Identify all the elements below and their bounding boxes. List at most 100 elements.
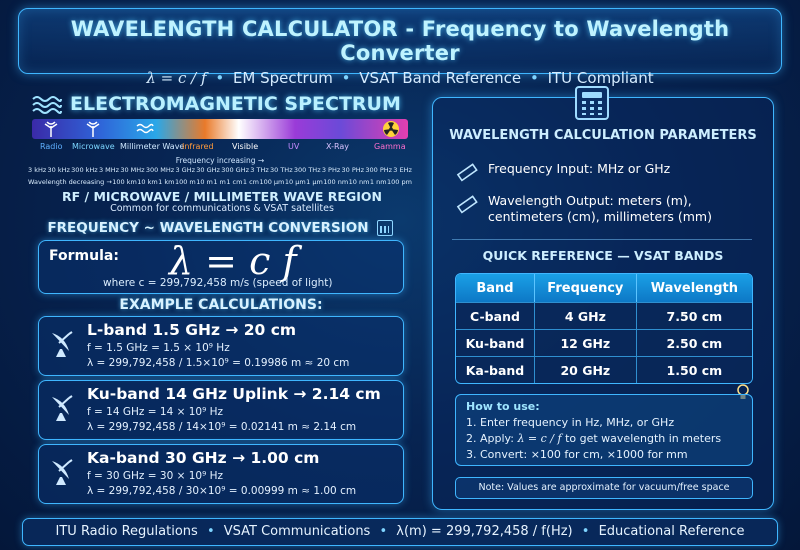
column-header-frequency: Frequency: [534, 274, 637, 302]
header-tag: ITU Compliant: [547, 69, 654, 87]
example-line: f = 1.5 GHz = 1.5 × 10⁹ Hz: [87, 342, 230, 354]
table-cell: 4 GHz: [534, 302, 637, 329]
region-subtitle: Common for communications & VSAT satelli…: [110, 203, 334, 214]
table-cell: 20 GHz: [534, 356, 637, 383]
frequency-tick: 3 GHz: [175, 166, 196, 174]
how-to-step-prefix: 2. Apply:: [466, 432, 518, 445]
example-heading: L-band 1.5 GHz → 20 cm: [87, 321, 297, 339]
table-header-row: Band Frequency Wavelength: [456, 274, 752, 302]
example-line: f = 30 GHz = 30 × 10⁹ Hz: [87, 470, 224, 482]
wavelength-tick: 1 μm: [306, 178, 323, 186]
table-row: Ku-band 12 GHz 2.50 cm: [456, 329, 752, 356]
frequency-tick: 300 PHz: [365, 166, 393, 174]
calculator-icon: [376, 220, 393, 236]
wavelength-caption: Wavelength decreasing →: [28, 178, 112, 186]
example-heading: Ka-band 30 GHz → 1.00 cm: [87, 449, 320, 467]
wavelength-tick: 100 μm: [259, 178, 285, 186]
satellite-dish-icon: [52, 395, 73, 421]
footer-item: Educational Reference: [598, 524, 745, 539]
frequency-tick: 300 GHz: [221, 166, 250, 174]
table-cell: 2.50 cm: [636, 329, 752, 356]
example-heading: Ku-band 14 GHz Uplink → 2.14 cm: [87, 385, 381, 403]
separator: •: [215, 69, 225, 87]
table-row: Ka-band 20 GHz 1.50 cm: [456, 356, 752, 383]
frequency-tick: 3 MHz: [98, 166, 120, 174]
ruler-icon: [456, 195, 478, 214]
separator: •: [206, 524, 215, 539]
quick-reference-title: QUICK REFERENCE — VSAT BANDS: [482, 248, 724, 263]
frequency-tick: 30 kHz: [47, 166, 70, 174]
formula-box: Formula: λ = c f where c = 299,792,458 m…: [38, 239, 404, 294]
band-label-infrared: Infrared: [182, 142, 214, 151]
header-banner: WAVELENGTH CALCULATOR - Frequency to Wav…: [18, 8, 782, 87]
note-box: Note: Values are approximate for vacuum/…: [455, 477, 753, 499]
frequency-tick: 300 THz: [293, 166, 321, 174]
wavelength-tick: 100 nm: [323, 178, 349, 186]
params-title: WAVELENGTH CALCULATION PARAMETERS: [449, 128, 757, 143]
wavelength-scale: Wavelength decreasing → 100 km 10 km 1 km 1…: [28, 178, 412, 186]
frequency-input-item: Frequency Input: MHz or GHz: [456, 161, 746, 183]
band-label-visible: Visible: [232, 142, 259, 151]
wavelength-tick: 100 pm: [387, 178, 412, 186]
footer-item: VSAT Communications: [223, 524, 371, 539]
wavelength-tick: 10 km: [137, 178, 158, 186]
examples-title: EXAMPLE CALCULATIONS:: [119, 297, 323, 313]
how-to-step: 3. Convert: ×100 for cm, ×1000 for mm: [466, 448, 688, 461]
column-header-band: Band: [456, 274, 535, 302]
calculator-screen: [582, 92, 602, 98]
band-label-uv: UV: [288, 142, 300, 151]
frequency-tick: 30 THz: [270, 166, 293, 174]
example-card-l-band: L-band 1.5 GHz → 20 cm f = 1.5 GHz = 1.5…: [38, 316, 404, 376]
table-cell: Ka-band: [456, 356, 535, 383]
wave-icon: [136, 123, 154, 134]
table-cell: 12 GHz: [534, 329, 637, 356]
page-title: WAVELENGTH CALCULATOR - Frequency to Wav…: [70, 17, 730, 65]
separator: •: [581, 524, 590, 539]
band-labels: Radio Microwave Millimeter Wave Infrared…: [32, 142, 408, 156]
wavelength-tick: 1 cm: [242, 178, 259, 186]
frequency-input-text: Frequency Input: MHz or GHz: [488, 161, 671, 176]
example-line: f = 14 GHz = 14 × 10⁹ Hz: [87, 406, 224, 418]
column-header-wavelength: Wavelength: [636, 274, 752, 302]
radiation-icon: [383, 121, 399, 137]
example-line: λ = 299,792,458 / 30×10⁹ = 0.00999 m ≈ 1…: [87, 485, 357, 497]
frequency-tick: 300 kHz: [71, 166, 98, 174]
divider: [452, 239, 752, 240]
wavelength-tick: 100 km: [112, 178, 137, 186]
table-cell: 1.50 cm: [636, 356, 752, 383]
example-line: λ = 299,792,458 / 14×10⁹ = 0.02141 m ≈ 2…: [87, 421, 357, 433]
wave-icon: [32, 96, 62, 114]
example-line: λ = 299,792,458 / 1.5×10⁹ = 0.19986 m ≈ …: [87, 357, 350, 369]
how-to-step: 2. Apply: λ = c / f to get wavelength in…: [466, 431, 742, 447]
table-cell: Ku-band: [456, 329, 535, 356]
calculator-keys: [582, 101, 602, 115]
wavelength-output-text: Wavelength Output: meters (m), centimete…: [488, 193, 712, 224]
spectrum-heading: ELECTROMAGNETIC SPECTRUM: [32, 92, 412, 116]
how-to-title: How to use:: [466, 400, 540, 413]
wavelength-tick: 1 km: [158, 178, 175, 186]
wavelength-tick: 10 m: [196, 178, 213, 186]
band-label-millimeter: Millimeter Wave: [120, 142, 185, 151]
antenna-icon: [44, 121, 58, 137]
spectrum-title: ELECTROMAGNETIC SPECTRUM: [70, 93, 401, 115]
ruler-icon: [456, 163, 478, 182]
footer-item: λ(m) = 299,792,458 / f(Hz): [396, 524, 573, 539]
conversion-heading: FREQUENCY ~ WAVELENGTH CONVERSION: [40, 218, 400, 238]
footer-item: ITU Radio Regulations: [55, 524, 198, 539]
formula-where: where c = 299,792,458 m/s (speed of ligh…: [103, 277, 333, 289]
frequency-tick: 30 GHz: [196, 166, 220, 174]
conversion-title: FREQUENCY ~ WAVELENGTH CONVERSION: [47, 220, 369, 236]
example-card-ka-band: Ka-band 30 GHz → 1.00 cm f = 30 GHz = 30…: [38, 444, 404, 504]
header-formula: λ = c / f: [146, 69, 207, 87]
footer-bar: ITU Radio Regulations • VSAT Communicati…: [22, 518, 778, 546]
formula-label: Formula:: [49, 248, 119, 264]
how-to-formula: λ = c / f: [517, 432, 562, 445]
separator: •: [341, 69, 351, 87]
separator: •: [379, 524, 388, 539]
example-card-ku-band: Ku-band 14 GHz Uplink → 2.14 cm f = 14 G…: [38, 380, 404, 440]
band-label-radio: Radio: [40, 142, 63, 151]
wavelength-tick: 1 cm: [226, 178, 243, 186]
frequency-caption: Frequency increasing →: [175, 156, 265, 165]
wavelength-tick: 100 m: [174, 178, 196, 186]
separator: •: [529, 69, 539, 87]
